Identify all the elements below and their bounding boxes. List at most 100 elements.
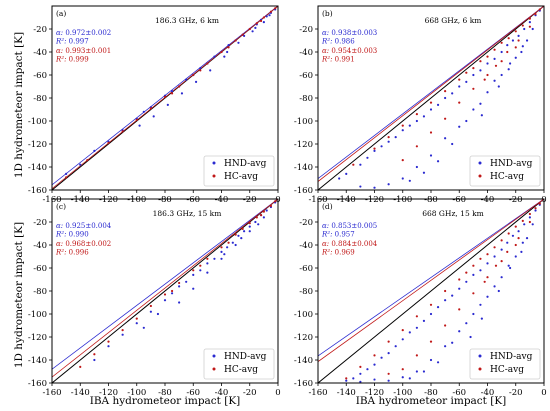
x-tick-label: -120	[365, 388, 384, 398]
point-hnd-avg	[458, 125, 461, 128]
point-hnd-avg	[359, 380, 362, 383]
point-hc-avg	[472, 67, 475, 70]
point-hnd-avg	[248, 225, 251, 228]
one-to-one-line	[52, 199, 278, 383]
alpha-stat: α: 0.938±0.003	[322, 29, 377, 37]
point-hc-avg	[220, 50, 223, 54]
point-hnd-avg	[380, 145, 383, 148]
alpha-symbol: α:	[322, 47, 331, 55]
point-hc-avg	[192, 269, 195, 272]
point-hnd-avg	[465, 80, 468, 83]
y-tick-label: -160	[28, 186, 47, 196]
y-tick-label: -100	[294, 117, 313, 127]
point-hnd-avg	[465, 119, 468, 123]
point-hnd-avg	[206, 271, 209, 274]
x-axis-label-left: IBA hydrometeor impact [K]	[90, 395, 241, 407]
legend-label: HND-avg	[224, 352, 267, 362]
point-hc-avg	[465, 271, 468, 274]
y-tick-label: -120	[294, 140, 313, 150]
r2-stat: R²: 0.991	[321, 56, 355, 64]
point-hnd-avg	[517, 34, 520, 38]
y-tick-label: -80	[299, 287, 313, 297]
point-hc-avg	[500, 260, 503, 263]
y-tick-label: -60	[33, 71, 47, 81]
point-hc-avg	[135, 317, 138, 320]
point-hc-avg	[274, 7, 277, 10]
y-tick-label: -20	[299, 218, 313, 228]
point-hnd-avg	[415, 119, 418, 123]
point-hnd-avg	[480, 114, 483, 117]
point-hc-avg	[135, 118, 138, 121]
point-hnd-avg	[507, 264, 510, 267]
y-tick-label: -60	[299, 264, 313, 274]
point-hc-avg	[93, 353, 96, 356]
point-hc-avg	[472, 292, 475, 295]
x-tick-label: 0	[275, 388, 280, 398]
point-hnd-avg	[493, 285, 496, 288]
point-hnd-avg	[429, 312, 433, 316]
point-hc-avg	[121, 130, 124, 133]
point-hnd-avg	[262, 216, 265, 219]
point-hnd-avg	[486, 262, 489, 265]
legend-label: HC-avg	[490, 172, 524, 182]
r2-symbol: R²:	[321, 231, 335, 239]
point-hnd-avg	[525, 237, 529, 240]
point-hc-avg	[248, 222, 251, 225]
point-hc-avg	[472, 87, 475, 90]
point-hnd-avg	[394, 345, 397, 348]
alpha-symbol: α:	[56, 222, 65, 230]
point-hc-avg	[506, 50, 509, 54]
point-hc-avg	[163, 293, 167, 296]
point-hc-avg	[178, 281, 181, 285]
point-hc-avg	[429, 303, 433, 306]
point-hnd-avg	[509, 62, 512, 65]
point-hnd-avg	[511, 234, 515, 237]
point-hnd-avg	[213, 257, 216, 260]
point-hc-avg	[359, 365, 362, 368]
point-hc-avg	[199, 69, 202, 72]
legend-box	[469, 348, 541, 380]
point-hc-avg	[274, 200, 277, 203]
x-tick-label: 0	[541, 388, 546, 398]
point-hnd-avg	[359, 163, 362, 166]
point-hnd-avg	[458, 287, 461, 290]
point-hnd-avg	[226, 246, 229, 249]
y-tick-label: -140	[28, 163, 47, 173]
r2-value: 0.957	[335, 231, 355, 239]
point-hc-avg	[506, 250, 509, 253]
alpha-stat: α: 0.884±0.004	[322, 240, 378, 248]
point-hnd-avg	[451, 341, 454, 344]
point-hnd-avg	[436, 361, 440, 364]
point-hnd-avg	[493, 255, 496, 258]
point-hnd-avg	[429, 108, 433, 111]
panel-b: -160 -140 -120 -100 -80 -60 -40 -20 0-160-140-12…	[294, 5, 547, 205]
point-hnd-avg	[163, 299, 167, 302]
point-hnd-avg	[465, 280, 468, 283]
point-hnd-avg	[359, 185, 362, 188]
point-hnd-avg	[415, 370, 418, 373]
point-hc-avg	[458, 308, 461, 311]
point-hnd-avg	[528, 216, 531, 219]
point-hnd-avg	[534, 209, 537, 212]
point-hc-avg	[528, 212, 531, 216]
x-tick-label: -80	[424, 388, 438, 398]
point-hnd-avg	[387, 140, 390, 143]
point-hc-avg	[262, 16, 265, 19]
point-hnd-avg	[93, 358, 96, 362]
point-hnd-avg	[213, 55, 216, 58]
point-hc-avg	[538, 8, 541, 11]
legend-label: HND-avg	[490, 352, 533, 362]
point-hc-avg	[170, 289, 174, 293]
point-hnd-avg	[523, 27, 526, 31]
r2-value: 0.986	[335, 38, 356, 46]
point-hnd-avg	[373, 378, 376, 381]
point-hnd-avg	[486, 91, 489, 94]
x-tick-label: -140	[337, 195, 356, 205]
point-hnd-avg	[387, 183, 390, 186]
fit-line-hc-avg	[52, 199, 278, 378]
point-hc-avg	[262, 210, 265, 213]
y-tick-label: -20	[33, 218, 47, 228]
point-hc-avg	[507, 37, 510, 40]
point-hnd-avg	[521, 241, 524, 244]
y-tick-label: -160	[294, 379, 313, 389]
